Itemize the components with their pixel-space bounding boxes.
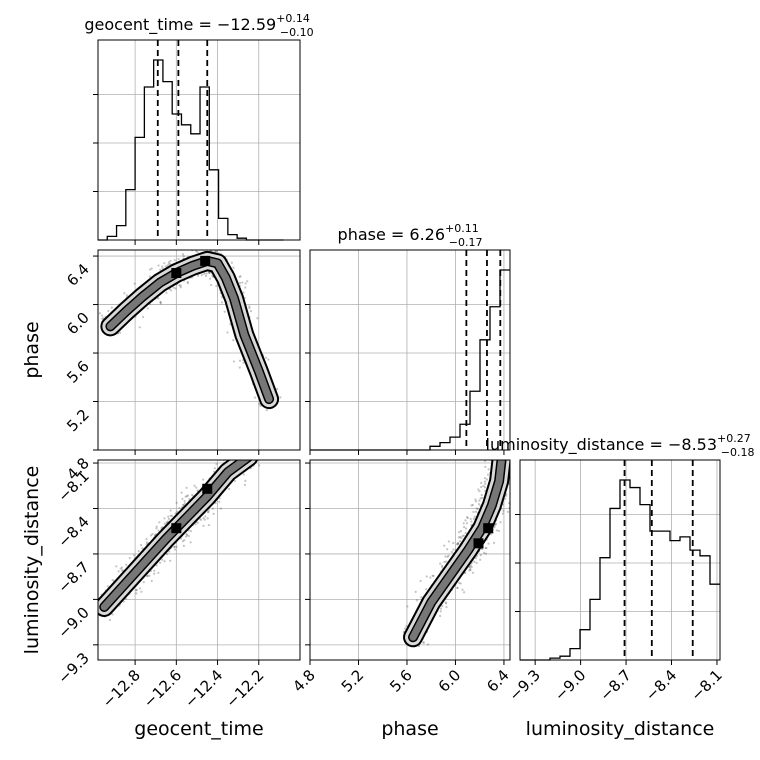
scatter-points-phase_vs_geocent_time xyxy=(98,250,282,412)
y-tick-label-luminosity_distance: −8.7 xyxy=(54,558,92,596)
y-axis-label-phase: phase xyxy=(21,321,43,378)
y-tick-label-phase: 6.0 xyxy=(63,309,93,339)
y-tick-label-phase: 5.6 xyxy=(63,357,93,387)
title-phase: phase = 6.26+0.11 −0.17 xyxy=(338,222,483,249)
panel-frame xyxy=(519,459,721,661)
y-tick-label-luminosity_distance: −9.3 xyxy=(54,649,92,687)
density-peak xyxy=(202,483,213,494)
y-tick-label-phase: 6.4 xyxy=(63,260,93,290)
density-peak xyxy=(171,268,182,279)
x-tick-label-luminosity_distance: −8.1 xyxy=(687,666,725,704)
histogram-step-luminosity_distance xyxy=(520,479,720,661)
scatter-points-luminosity_distance_vs_phase xyxy=(402,460,510,648)
x-axis-label-luminosity_distance: luminosity_distance xyxy=(526,718,715,740)
x-tick-label-luminosity_distance: −9.3 xyxy=(505,666,543,704)
histogram-panel-geocent_time: geocent_time = −12.59+0.14 −0.10 xyxy=(84,12,314,245)
histogram-panel-phase: phase = 6.26+0.11 −0.17 xyxy=(305,222,511,455)
scatter-panel-phase_vs_geocent_time xyxy=(93,249,301,455)
x-tick-label-phase: 5.6 xyxy=(386,666,416,696)
x-tick-label-geocent_time: −12.6 xyxy=(140,666,185,711)
density-peak xyxy=(200,255,211,266)
x-tick-label-luminosity_distance: −9.0 xyxy=(551,666,589,704)
y-tick-label-luminosity_distance: −9.0 xyxy=(54,603,92,641)
histogram-step-geocent_time xyxy=(98,59,284,241)
panel-frame xyxy=(97,459,301,661)
panel-frame xyxy=(97,249,301,451)
title-luminosity_distance: luminosity_distance = −8.53+0.27 −0.18 xyxy=(486,432,755,459)
y-tick-label-luminosity_distance: −8.1 xyxy=(54,467,92,505)
histogram-step-phase xyxy=(310,269,510,451)
panel-frame xyxy=(309,249,511,451)
x-tick-label-phase: 5.2 xyxy=(338,666,368,696)
y-tick-label-luminosity_distance: −8.4 xyxy=(54,513,92,551)
y-axis-label-luminosity_distance: luminosity_distance xyxy=(21,466,43,655)
y-tick-label-phase: 5.2 xyxy=(63,406,93,436)
panel-frame xyxy=(309,459,511,661)
x-tick-label-geocent_time: −12.4 xyxy=(181,666,226,711)
x-tick-label-phase: 4.8 xyxy=(289,666,319,696)
histogram-panel-luminosity_distance: luminosity_distance = −8.53+0.27 −0.18 xyxy=(486,432,755,665)
x-tick-label-luminosity_distance: −8.7 xyxy=(596,666,634,704)
density-peak xyxy=(473,538,484,549)
x-tick-label-phase: 6.0 xyxy=(435,666,465,696)
x-tick-label-geocent_time: −12.2 xyxy=(222,666,267,711)
title-geocent_time: geocent_time = −12.59+0.14 −0.10 xyxy=(84,12,313,39)
density-peak xyxy=(483,523,494,534)
x-axis-label-geocent_time: geocent_time xyxy=(134,718,263,740)
contour-core xyxy=(106,257,273,403)
x-axis-label-phase: phase xyxy=(381,718,438,740)
scatter-panel-luminosity_distance_vs_geocent_time xyxy=(93,459,301,665)
x-tick-label-luminosity_distance: −8.4 xyxy=(642,666,680,704)
scatter-points-luminosity_distance_vs_geocent_time xyxy=(98,460,261,622)
panel-frame xyxy=(97,39,301,241)
density-peak xyxy=(171,523,182,534)
x-tick-label-geocent_time: −12.8 xyxy=(99,666,144,711)
scatter-panel-luminosity_distance_vs_phase xyxy=(305,459,511,665)
